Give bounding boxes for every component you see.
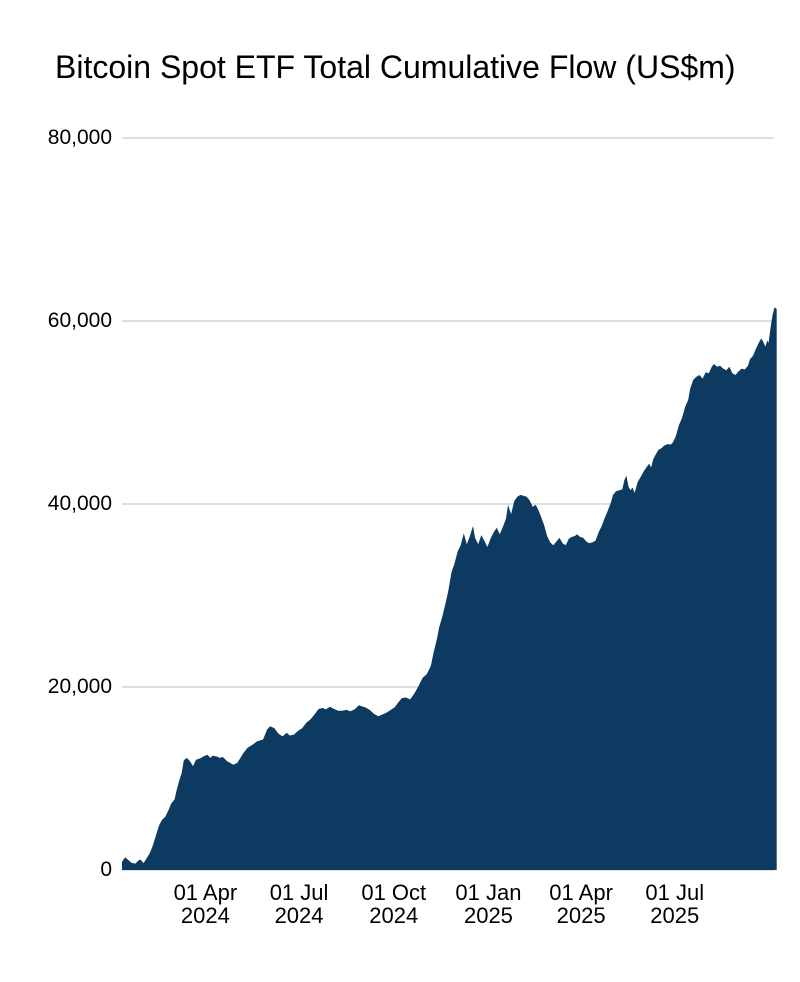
cumulative-flow-area — [122, 307, 777, 870]
x-tick-label: 01 Oct 2024 — [334, 881, 454, 927]
x-tick-line2: 2025 — [650, 903, 700, 928]
y-tick-label: 0 — [100, 858, 112, 881]
y-tick-label: 60,000 — [47, 309, 112, 332]
x-tick-line1: 01 Jul — [269, 880, 329, 905]
x-tick-line2: 2025 — [463, 903, 513, 928]
chart-title: Bitcoin Spot ETF Total Cumulative Flow (… — [55, 49, 736, 85]
x-tick-line1: 01 Oct — [361, 880, 427, 905]
y-tick-label: 20,000 — [47, 675, 112, 698]
x-tick-line2: 2024 — [274, 903, 324, 928]
y-tick-label: 40,000 — [47, 492, 112, 515]
x-tick-line1: 01 Apr — [173, 880, 238, 905]
x-tick-line2: 2025 — [556, 903, 606, 928]
x-tick-label: 01 Jul 2025 — [615, 881, 735, 927]
x-tick-label: 01 Apr 2024 — [145, 881, 265, 927]
x-tick-label: 01 Jul 2024 — [239, 881, 359, 927]
y-tick-label: 80,000 — [47, 126, 112, 149]
x-tick-label: 01 Apr 2025 — [521, 881, 641, 927]
x-tick-line1: 01 Jan — [455, 880, 522, 905]
x-tick-line1: 01 Apr — [549, 880, 613, 905]
x-tick-line2: 2024 — [180, 903, 230, 928]
x-tick-line1: 01 Jul — [645, 880, 705, 905]
x-tick-line2: 2024 — [369, 903, 419, 928]
x-tick-label: 01 Jan 2025 — [428, 881, 548, 927]
